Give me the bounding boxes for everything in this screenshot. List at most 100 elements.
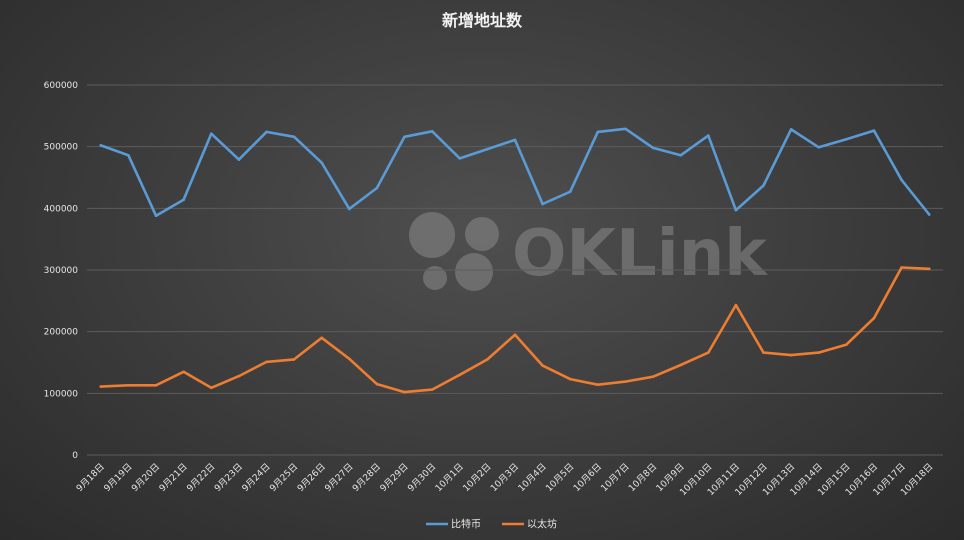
data-point	[845, 137, 848, 141]
x-tick-label: 10月8日	[627, 461, 660, 494]
oklink-watermark: OKLink	[409, 212, 768, 291]
data-point	[927, 267, 931, 271]
y-axis: 0 100000 200000 300000 400000 500000 600000	[44, 81, 79, 461]
data-point	[458, 373, 462, 377]
data-point	[265, 360, 268, 364]
y-tick-label: 500000	[44, 143, 79, 153]
legend-label: 以太坊	[527, 518, 557, 531]
data-point	[430, 388, 434, 391]
data-point	[817, 145, 821, 149]
data-point	[624, 380, 627, 383]
data-point	[403, 390, 406, 394]
data-point	[403, 135, 406, 139]
data-point	[762, 184, 765, 187]
x-tick-label: 9月18日	[74, 461, 107, 494]
series-line-1	[99, 127, 931, 217]
y-tick-label: 100000	[44, 389, 79, 399]
x-tick-label: 10月4日	[516, 461, 549, 494]
data-point	[209, 386, 213, 390]
data-point	[651, 146, 655, 150]
data-point	[568, 190, 572, 193]
data-point	[568, 377, 572, 381]
y-tick-label: 400000	[44, 204, 79, 214]
x-tick-label: 9月29日	[378, 461, 411, 494]
data-point	[154, 214, 158, 218]
data-point	[706, 351, 710, 354]
x-tick-label: 9月26日	[295, 461, 328, 494]
data-point	[320, 336, 324, 340]
data-point	[513, 333, 517, 337]
y-tick-label: 200000	[44, 328, 79, 338]
data-point	[596, 383, 600, 387]
x-tick-label: 9月27日	[323, 461, 356, 494]
data-point	[375, 382, 379, 386]
data-point	[292, 358, 296, 361]
x-tick-label: 10月3日	[488, 461, 521, 494]
data-point	[486, 147, 489, 151]
data-point	[237, 158, 241, 161]
series-lines	[99, 127, 931, 394]
data-point	[127, 384, 130, 387]
data-point	[679, 363, 682, 367]
data-point	[706, 134, 710, 137]
data-point	[99, 385, 103, 388]
data-point	[375, 186, 379, 190]
data-point	[182, 198, 185, 201]
data-point	[762, 351, 765, 354]
data-point	[237, 374, 241, 378]
data-point	[789, 353, 793, 357]
y-tick-label: 300000	[44, 266, 79, 276]
x-axis: 9月18日9月19日9月20日9月21日9月22日9月23日9月24日9月25日…	[74, 461, 935, 498]
y-tick-label: 600000	[44, 81, 79, 91]
x-tick-label: 9月19日	[102, 461, 135, 494]
watermark-text: OKLink	[512, 217, 768, 291]
data-point	[624, 127, 627, 131]
data-point	[845, 343, 848, 346]
data-point	[99, 144, 103, 147]
data-point	[458, 157, 462, 160]
grid-lines	[87, 84, 943, 456]
data-point	[734, 208, 738, 212]
data-point	[182, 370, 185, 374]
data-point	[430, 129, 434, 133]
x-tick-label: 9月30日	[406, 461, 439, 494]
x-tick-label: 10月6日	[571, 461, 604, 494]
data-point	[127, 154, 130, 157]
data-point	[541, 364, 544, 367]
data-point	[817, 351, 821, 354]
data-point	[265, 130, 268, 134]
data-point	[541, 202, 544, 206]
oklink-logo-icon	[409, 212, 499, 291]
data-point	[486, 358, 489, 361]
data-point	[209, 132, 213, 136]
data-point	[927, 213, 931, 216]
data-point	[872, 316, 876, 320]
data-point	[596, 130, 600, 134]
data-point	[348, 207, 351, 211]
data-point	[651, 375, 655, 378]
data-point	[154, 384, 158, 387]
data-point	[320, 161, 324, 164]
legend: 比特币 以太坊	[426, 518, 557, 531]
data-point	[292, 135, 296, 139]
data-point	[789, 128, 793, 131]
data-point	[734, 303, 738, 307]
x-tick-label: 10月7日	[599, 461, 632, 494]
x-tick-label: 9月25日	[268, 461, 301, 494]
x-tick-label: 10月5日	[544, 461, 577, 494]
chart-title: 新增地址数	[442, 11, 523, 30]
x-tick-label: 9月22日	[185, 461, 218, 494]
x-tick-label: 9月20日	[129, 461, 162, 494]
x-tick-label: 10月2日	[461, 461, 494, 494]
data-point	[872, 129, 876, 132]
data-point	[679, 154, 682, 157]
x-tick-label: 9月21日	[157, 461, 190, 494]
data-point	[348, 357, 351, 361]
x-tick-label: 9月24日	[240, 461, 273, 494]
x-tick-label: 9月28日	[350, 461, 383, 494]
legend-label: 比特币	[451, 519, 481, 531]
x-tick-label: 9月23日	[212, 461, 245, 494]
data-point	[900, 178, 903, 182]
data-point	[513, 138, 517, 142]
